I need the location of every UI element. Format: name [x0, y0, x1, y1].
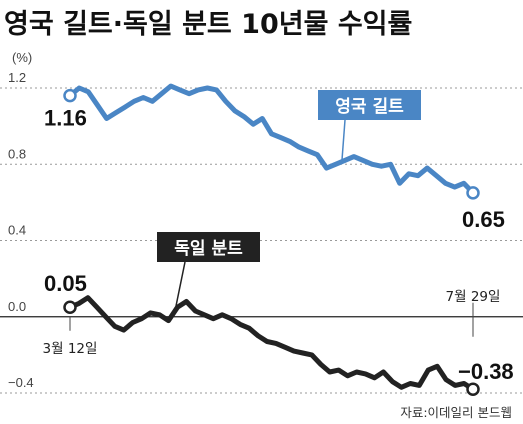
uk-series-end-marker [466, 186, 480, 200]
x-start-label: 3월 12일 [43, 341, 98, 357]
de-legend-label: 독일 분트 [174, 239, 243, 259]
y-tick-label: −0.4 [8, 375, 34, 390]
de-start-value: 0.05 [44, 271, 87, 296]
y-tick-label: 0.0 [8, 299, 26, 314]
uk-start-value: 1.16 [44, 106, 87, 131]
chart-title: 영국 길트·독일 분트 10년물 수익률 [4, 9, 412, 40]
y-unit-label: (%) [12, 50, 32, 65]
y-tick-label: 0.8 [8, 146, 26, 161]
uk-series-start-marker [63, 88, 77, 103]
grid-layer: 1.2 0.8 0.4 0.0 −0.4 [0, 70, 523, 394]
uk-legend-label: 영국 길트 [335, 97, 404, 117]
y-tick-label: 1.2 [8, 70, 26, 85]
source-note: 자료:이데일리 본드웹 [400, 405, 512, 420]
uk-callout-line [341, 119, 346, 161]
series-layer [63, 83, 480, 396]
y-tick-label: 0.4 [8, 223, 26, 238]
de-end-value: −0.38 [458, 359, 514, 384]
x-end-label: 7월 29일 [446, 289, 501, 305]
uk-legend-box [318, 90, 421, 120]
de-series-line [67, 295, 476, 392]
de-series-end-marker [466, 382, 480, 396]
de-series-start-marker [63, 300, 77, 314]
de-legend-box [157, 232, 260, 262]
uk-end-value: 0.65 [462, 207, 505, 232]
de-callout-line [175, 261, 186, 307]
